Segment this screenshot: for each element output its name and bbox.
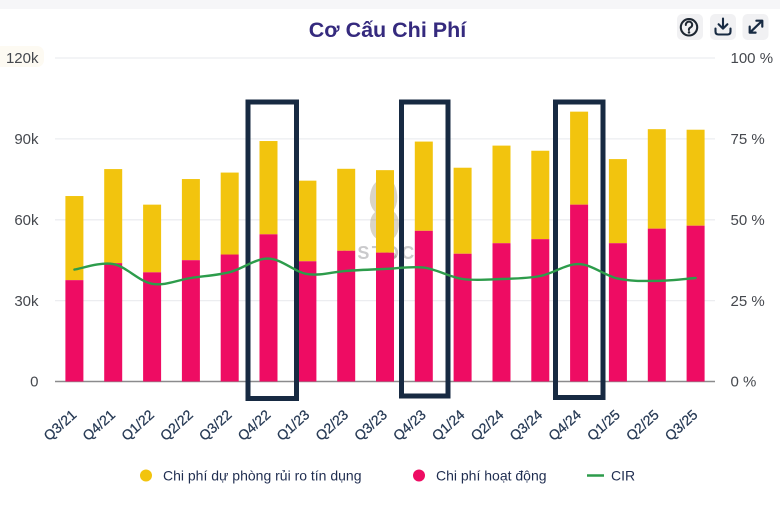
svg-text:100 %: 100 % bbox=[731, 50, 774, 67]
svg-text:90k: 90k bbox=[14, 131, 39, 148]
svg-text:Cơ Cấu Chi Phí: Cơ Cấu Chi Phí bbox=[309, 18, 467, 42]
svg-text:0: 0 bbox=[30, 374, 38, 391]
svg-text:75 %: 75 % bbox=[731, 131, 765, 148]
svg-text:30k: 30k bbox=[14, 293, 39, 310]
svg-text:0 %: 0 % bbox=[731, 374, 757, 391]
svg-text:CIR: CIR bbox=[611, 467, 635, 483]
svg-text:25 %: 25 % bbox=[731, 293, 765, 310]
svg-text:60k: 60k bbox=[14, 212, 39, 229]
svg-text:50 %: 50 % bbox=[731, 212, 765, 229]
svg-text:Chi phí dự phòng rủi ro tín dụ: Chi phí dự phòng rủi ro tín dụng bbox=[163, 467, 362, 483]
svg-text:120k: 120k bbox=[6, 50, 39, 67]
svg-text:Chi phí hoạt động: Chi phí hoạt động bbox=[436, 467, 547, 483]
